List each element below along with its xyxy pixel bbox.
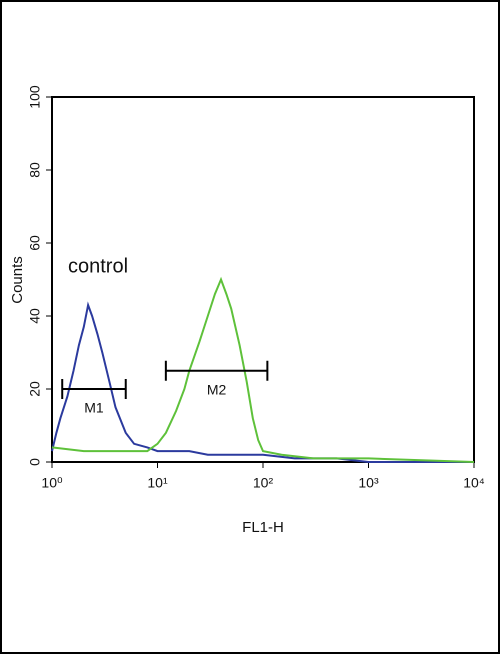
y-tick-label: 20 (27, 381, 43, 397)
x-tick-label: 10¹ (147, 475, 168, 491)
x-tick-label: 10⁰ (41, 475, 63, 491)
y-tick-label: 80 (27, 162, 43, 178)
y-tick-label: 40 (27, 308, 43, 324)
x-tick-label: 10² (253, 475, 274, 491)
x-tick-label: 10⁴ (463, 475, 485, 491)
y-axis-label: Counts (9, 256, 26, 304)
marker-label: M1 (84, 400, 104, 416)
y-tick-label: 0 (27, 458, 43, 466)
x-axis-label: FL1-H (242, 519, 284, 536)
x-tick-label: 10³ (358, 475, 379, 491)
y-tick-label: 60 (27, 235, 43, 251)
series-line (51, 276, 475, 463)
series-label: control (68, 255, 128, 277)
marker-label: M2 (207, 381, 227, 397)
y-tick-label: 100 (27, 85, 43, 109)
series-line (51, 301, 474, 463)
